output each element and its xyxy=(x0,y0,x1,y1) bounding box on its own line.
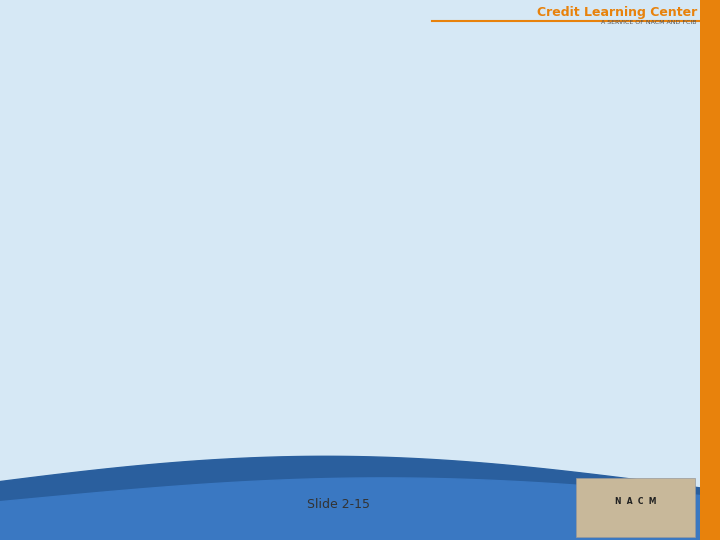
Text: Bonds payable: Bonds payable xyxy=(54,373,173,388)
Text: Accrued interest payable: Accrued interest payable xyxy=(79,247,281,262)
Text: $4,300: $4,300 xyxy=(474,185,529,200)
Text: 1,700: 1,700 xyxy=(483,279,529,294)
Text: Current liabilities: Current liabilities xyxy=(54,153,192,168)
Text: Slide 2-15: Slide 2-15 xyxy=(307,498,370,511)
Text: Total liabilities: Total liabilities xyxy=(54,404,187,419)
Text: 14,500: 14,500 xyxy=(473,373,529,388)
Text: Total current liabilities: Total current liabilities xyxy=(54,310,259,325)
Text: $32,200: $32,200 xyxy=(456,404,529,419)
Text: A SERVICE OF NACM AND FCIB: A SERVICE OF NACM AND FCIB xyxy=(601,20,697,25)
Text: 1,600: 1,600 xyxy=(483,341,529,356)
Text: Credit Learning Center: Credit Learning Center xyxy=(536,6,697,19)
Text: Notes payable: Notes payable xyxy=(79,216,194,231)
Bar xyxy=(576,478,695,537)
Text: 1,400: 1,400 xyxy=(483,247,529,262)
Text: Problem 2. 19 (continued): Problem 2. 19 (continued) xyxy=(161,53,559,82)
Text: N  A  C  M: N A C M xyxy=(615,497,657,505)
Text: Deferred taxes payable: Deferred taxes payable xyxy=(54,341,243,356)
Text: $16,100: $16,100 xyxy=(456,310,529,325)
Bar xyxy=(700,0,720,540)
Text: Current portion of long-term debt: Current portion of long-term debt xyxy=(79,279,348,294)
Text: Accounts payable: Accounts payable xyxy=(79,185,222,200)
Text: 8,700: 8,700 xyxy=(483,216,529,231)
Text: Liabilities and stockholders' equity: Liabilities and stockholders' equity xyxy=(54,122,372,137)
